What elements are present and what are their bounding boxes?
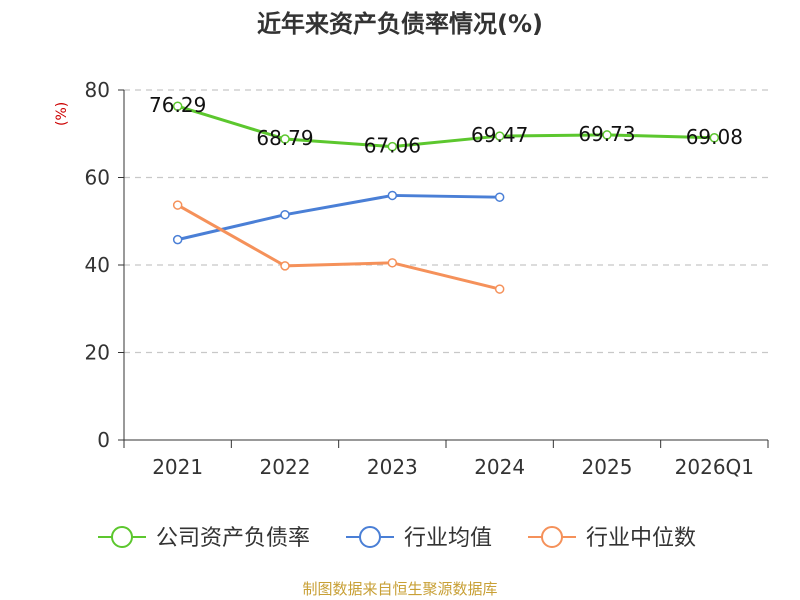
x-tick-label-2021: 2021 <box>152 455 203 479</box>
data-source: 制图数据来自恒生聚源数据库 <box>302 580 498 598</box>
data-point-s0-0 <box>172 101 183 111</box>
x-tick-label-2024: 2024 <box>474 455 525 479</box>
x-tick-label-2025: 2025 <box>582 455 633 479</box>
data-point-s1-0 <box>172 234 183 245</box>
data-label-s0-1: 68.79 <box>256 126 313 150</box>
data-point-s0-5 <box>709 133 720 143</box>
chart-title: 近年来资产负债率情况(%) <box>257 10 543 38</box>
legend-label-1: 行业均值 <box>404 526 492 551</box>
data-point-s0-3 <box>494 131 505 141</box>
data-label-s0-4: 69.73 <box>578 122 635 146</box>
grid-lines <box>124 89 768 354</box>
x-tick-label-2023: 2023 <box>367 455 418 479</box>
data-point-s0-1 <box>280 134 290 144</box>
legend-label-0: 公司资产负债率 <box>156 526 310 551</box>
y-tick-label-60: 60 <box>85 166 110 190</box>
x-tick-label-2026Q1: 2026Q1 <box>675 455 754 479</box>
data-point-s0-2 <box>387 141 398 152</box>
axes: 0 20 40 60 80 2021 2022 2023 2024 2025 2026Q1 <box>85 78 769 479</box>
y-tick-label-0: 0 <box>97 428 110 452</box>
data-label-s0-0: 76.29 <box>149 93 206 117</box>
legend-label-2: 行业中位数 <box>586 526 696 551</box>
data-label-s0-2: 67.06 <box>364 134 421 158</box>
y-tick-label-40: 40 <box>85 253 110 277</box>
data-label-s0-3: 69.47 <box>471 123 528 147</box>
data-point-s0-4 <box>602 130 612 140</box>
y-tick-label-80: 80 <box>85 78 110 102</box>
y-tick-label-20: 20 <box>85 341 110 365</box>
series-group: 76.29 68.79 67.06 69.47 69.73 69.08 <box>149 93 743 294</box>
series-line-0 <box>177 104 715 149</box>
legend-marker-2 <box>541 526 563 548</box>
data-point-s1-2 <box>387 190 398 201</box>
data-point-s1-3 <box>494 192 505 202</box>
data-point-s1-1 <box>280 209 290 220</box>
data-point-s2-2 <box>387 258 398 268</box>
data-point-s2-3 <box>494 284 505 294</box>
data-point-s2-1 <box>280 261 290 271</box>
legend-marker-1 <box>359 526 381 548</box>
x-tick-label-2022: 2022 <box>260 455 311 479</box>
legend: 公司资产负债率 行业均值 行业中位数 <box>98 526 696 551</box>
data-label-s0-5: 69.08 <box>686 125 743 149</box>
series-line-2 <box>176 203 501 291</box>
legend-marker-0 <box>111 526 133 548</box>
series-line-1 <box>177 193 500 242</box>
data-point-s2-0 <box>172 200 183 210</box>
